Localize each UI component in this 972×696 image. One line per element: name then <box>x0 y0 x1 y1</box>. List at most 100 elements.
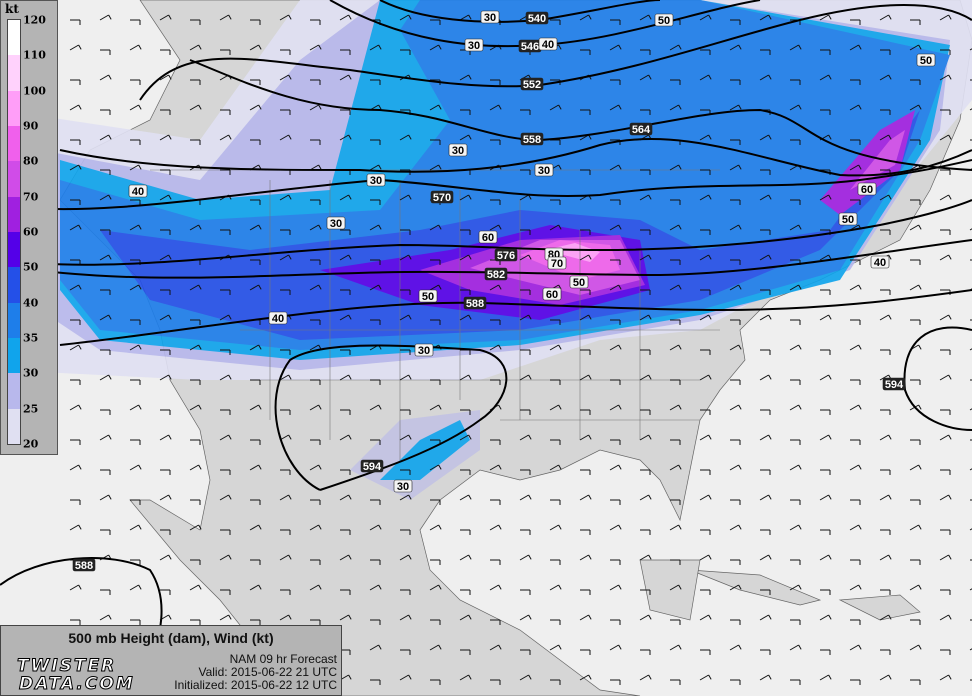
wind-barb <box>580 289 591 295</box>
wind-barb <box>69 284 82 291</box>
wind-barb <box>220 469 231 475</box>
wind-barb <box>69 164 82 171</box>
wind-barb <box>340 469 351 475</box>
wind-barb <box>369 644 382 651</box>
wind-barb <box>820 469 831 475</box>
cuba-land <box>689 569 822 606</box>
wind-barb <box>519 494 532 501</box>
wind-barb <box>190 19 201 25</box>
product-title: 500 mb Height (dam), Wind (kt) <box>68 630 274 646</box>
height-label: 582 <box>484 267 508 281</box>
wind-barb <box>399 134 412 141</box>
wind-barb <box>670 619 681 625</box>
wind-barb <box>610 619 621 625</box>
wind-barb <box>699 314 712 321</box>
wind-barb <box>190 79 201 85</box>
wind-speed-shading <box>0 0 972 500</box>
wind-barb <box>700 169 711 175</box>
wind-barb <box>130 379 141 385</box>
wind-barb <box>759 134 772 141</box>
wind-barb <box>969 648 972 651</box>
wind-barb <box>969 348 972 351</box>
wind-barb <box>670 499 681 505</box>
wind-barb <box>579 674 592 681</box>
wind-barb <box>849 644 862 651</box>
wind-barb <box>610 679 621 685</box>
wind-barb <box>430 19 441 25</box>
wind-barb <box>520 349 531 355</box>
twisterdata-logo[interactable]: TWISTER DATA.COM <box>5 656 155 695</box>
wind-barb <box>159 494 172 501</box>
wind-barb <box>879 134 892 141</box>
wind-barb <box>909 104 922 111</box>
speed-label-text: 30 <box>370 175 382 187</box>
wind-barb <box>189 44 202 51</box>
wind-barb <box>160 529 171 535</box>
speed-label-text: 50 <box>573 277 585 289</box>
wind-barb <box>789 44 802 51</box>
wind-barb <box>400 229 411 235</box>
wind-barb <box>910 139 921 145</box>
wind-barb <box>399 494 412 501</box>
wind-barb <box>609 44 622 51</box>
wind-barb <box>249 404 262 411</box>
wind-barb <box>310 319 321 325</box>
wind-barb <box>309 584 322 591</box>
wind-barb <box>850 379 861 385</box>
speed-label-text: 30 <box>484 12 496 24</box>
wind-barb <box>759 314 772 321</box>
wind-barb <box>730 259 741 265</box>
wind-barb <box>70 499 81 505</box>
wind-barb <box>969 108 972 111</box>
height-label: 576 <box>494 248 518 262</box>
wind-barb <box>669 344 682 351</box>
wind-barb <box>820 409 831 415</box>
wind-barb <box>220 409 231 415</box>
wind-barb <box>219 434 232 441</box>
wind-barb <box>729 644 742 651</box>
wind-barb <box>909 644 922 651</box>
wind-barb <box>910 259 921 265</box>
wind-barb <box>850 499 861 505</box>
forecast-meta: NAM 09 hr Forecast Valid: 2015-06-22 21 … <box>174 653 337 692</box>
wind-barb <box>910 199 921 205</box>
height-label-text: 570 <box>433 192 451 204</box>
wind-barb <box>940 589 951 595</box>
wind-barb <box>760 589 771 595</box>
speed-label-text: 30 <box>538 165 550 177</box>
speed-label-text: 50 <box>422 291 434 303</box>
wind-barb <box>550 619 561 625</box>
wind-barb <box>99 254 112 261</box>
wind-barb <box>99 374 112 381</box>
wind-barb <box>850 679 861 685</box>
wind-barb <box>759 74 772 81</box>
wind-barb <box>580 229 591 235</box>
wind-barb <box>849 104 862 111</box>
wind-barb <box>369 224 382 231</box>
wind-barb <box>760 349 771 355</box>
wind-barb <box>610 379 621 385</box>
wind-barb <box>520 469 531 475</box>
wind-barb <box>100 589 111 595</box>
wind-barb <box>790 439 801 445</box>
wind-barb <box>610 559 621 565</box>
wind-barb <box>579 494 592 501</box>
wind-barb <box>220 49 231 55</box>
wind-barb <box>579 434 592 441</box>
wind-barb <box>429 164 442 171</box>
wind-barb <box>699 554 712 561</box>
wind-barb <box>99 194 112 201</box>
wind-barb <box>879 494 892 501</box>
wind-barb <box>820 49 831 55</box>
wind-barb <box>100 169 111 175</box>
wind-barb <box>220 109 231 115</box>
wind-barb <box>189 404 202 411</box>
wind-barb <box>669 164 682 171</box>
wind-barb <box>610 199 621 205</box>
wind-barb <box>340 49 351 55</box>
wind-barb <box>400 289 411 295</box>
speed-label-text: 30 <box>330 218 342 230</box>
wind-barb <box>160 109 171 115</box>
wind-barb <box>399 434 412 441</box>
wind-secondary-band-tx <box>380 420 470 480</box>
